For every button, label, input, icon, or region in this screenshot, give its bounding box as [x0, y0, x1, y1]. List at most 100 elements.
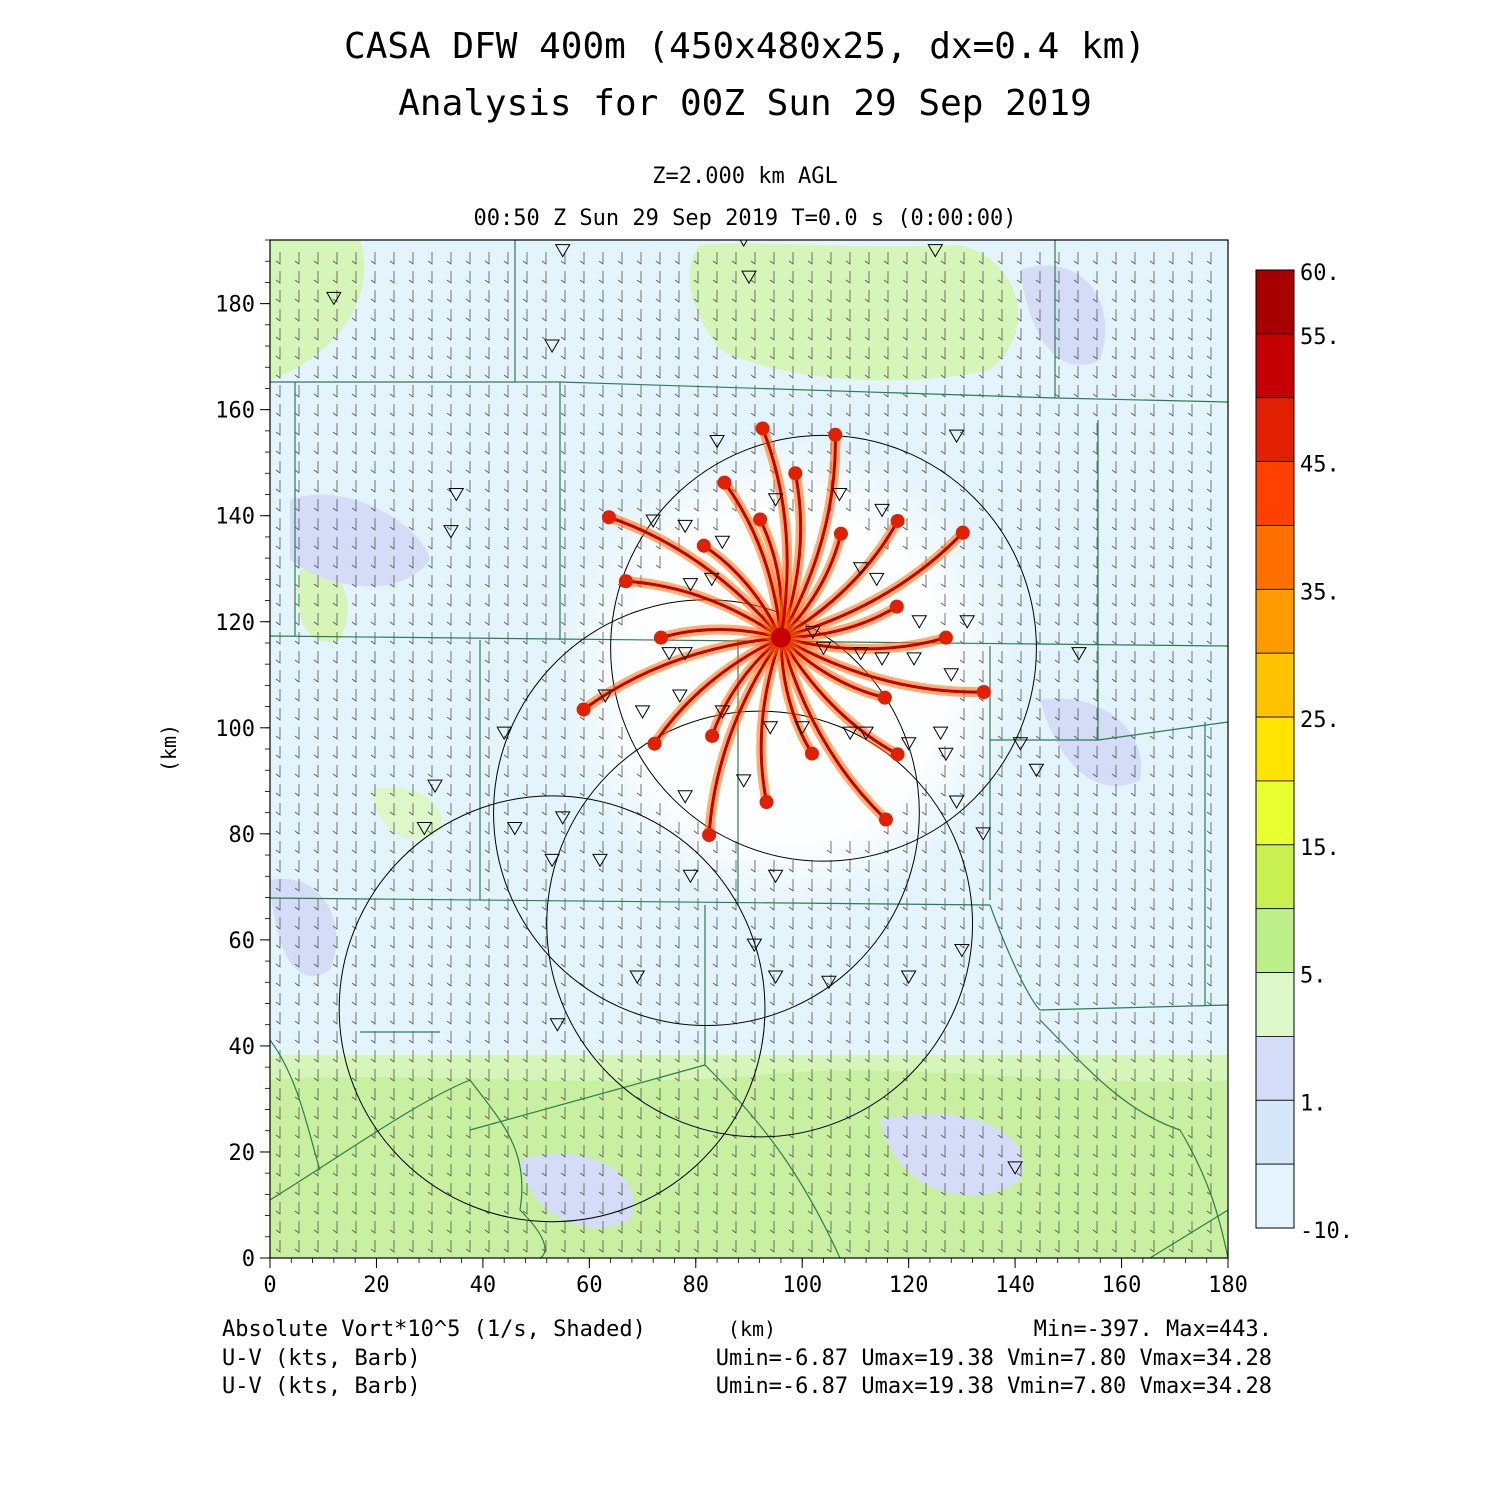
wind-barb — [541, 1107, 547, 1120]
colorbar-segment — [1255, 588, 1295, 654]
wind-barb — [446, 917, 452, 930]
wind-barb — [845, 1031, 851, 1044]
wind-barb — [579, 955, 585, 968]
wind-barb — [1130, 575, 1136, 588]
wind-barb — [731, 404, 737, 417]
wind-barb — [1206, 1088, 1212, 1101]
station-marker — [767, 493, 784, 507]
wind-barb — [332, 347, 338, 360]
wind-barb — [712, 442, 718, 455]
station-marker — [975, 827, 992, 841]
wind-barb — [921, 1012, 927, 1025]
wind-barb — [351, 917, 357, 930]
wind-barb — [1206, 252, 1212, 265]
wind-barb — [1130, 803, 1136, 816]
wind-barb — [275, 708, 281, 721]
wind-barb — [769, 993, 775, 1006]
wind-barb — [598, 860, 604, 873]
wind-barb — [997, 803, 1003, 816]
wind-barb — [1054, 613, 1060, 626]
wind-barb — [294, 1126, 300, 1139]
wind-barb — [579, 651, 585, 664]
wind-barb — [940, 1164, 946, 1177]
wind-barb — [921, 1221, 927, 1234]
vortex-arm-tip — [647, 736, 662, 751]
wind-barb — [579, 1069, 585, 1082]
wind-barb — [1092, 556, 1098, 569]
wind-barb — [1168, 423, 1174, 436]
wind-barb — [294, 936, 300, 949]
wind-barb — [617, 347, 623, 360]
wind-barb — [1092, 290, 1098, 303]
wind-barb — [1149, 594, 1155, 607]
wind-barb — [1016, 784, 1022, 797]
wind-barb — [1130, 271, 1136, 284]
wind-barb — [902, 898, 908, 911]
wind-barb — [1187, 480, 1193, 493]
wind-barb — [560, 765, 566, 778]
y-tick-label: 20 — [229, 1141, 256, 1166]
wind-barb — [1187, 290, 1193, 303]
wind-barb — [1092, 1031, 1098, 1044]
wind-barb — [1092, 347, 1098, 360]
wind-barb — [275, 784, 281, 797]
wind-barb — [617, 727, 623, 740]
wind-barb — [731, 1145, 737, 1158]
wind-barb — [864, 1240, 870, 1253]
wind-barb — [389, 594, 395, 607]
wind-barb — [1035, 1069, 1041, 1082]
station-marker — [634, 705, 651, 719]
wind-barb — [997, 1069, 1003, 1082]
wind-barb — [655, 347, 661, 360]
wind-barb — [655, 499, 661, 512]
wind-barb — [693, 499, 699, 512]
wind-barb — [427, 1183, 433, 1196]
wind-barb — [845, 442, 851, 455]
wind-barb — [1206, 518, 1212, 531]
wind-barb — [1035, 309, 1041, 322]
wind-barb — [522, 1145, 528, 1158]
wind-barb — [1187, 309, 1193, 322]
wind-barb — [712, 1202, 718, 1215]
wind-barb — [1073, 651, 1079, 664]
shading-region — [520, 1153, 634, 1228]
wind-barb — [446, 784, 452, 797]
wind-barb — [408, 1164, 414, 1177]
wind-barb — [541, 309, 547, 322]
wind-barb — [788, 442, 794, 455]
vortex-arm — [779, 636, 900, 756]
wind-barb — [731, 461, 737, 474]
wind-barb — [351, 860, 357, 873]
wind-barb — [902, 974, 908, 987]
wind-barb — [332, 727, 338, 740]
wind-barb — [446, 328, 452, 341]
wind-barb — [921, 803, 927, 816]
x-tick-label: 60 — [576, 1273, 603, 1298]
wind-barb — [636, 480, 642, 493]
wind-barb — [1130, 423, 1136, 436]
station-marker — [443, 525, 459, 539]
wind-barb — [503, 290, 509, 303]
wind-barb — [503, 480, 509, 493]
wind-barb — [1149, 309, 1155, 322]
county-line — [1149, 1209, 1228, 1258]
wind-barb — [560, 1107, 566, 1120]
wind-barb — [1016, 727, 1022, 740]
wind-barb — [1130, 651, 1136, 664]
field-label: Absolute Vort*10^5 (1/s, Shaded) — [222, 1317, 646, 1342]
wind-barb — [1016, 1069, 1022, 1082]
wind-barb — [617, 461, 623, 474]
wind-barb — [332, 404, 338, 417]
station-marker — [735, 774, 752, 788]
wind-barb — [313, 727, 319, 740]
wind-barb — [1092, 708, 1098, 721]
wind-barb — [1016, 841, 1022, 854]
wind-barb — [598, 670, 604, 683]
wind-barb — [1111, 328, 1117, 341]
wind-barb — [617, 993, 623, 1006]
wind-barb — [503, 271, 509, 284]
wind-barb — [769, 1164, 775, 1177]
wind-barb — [940, 841, 946, 854]
wind-barb — [294, 556, 300, 569]
wind-barb — [541, 1202, 547, 1215]
